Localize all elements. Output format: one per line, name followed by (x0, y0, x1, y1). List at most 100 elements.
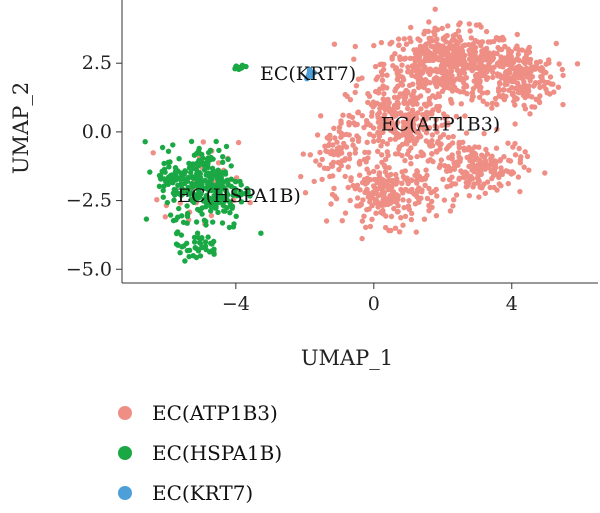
data-point-series-0 (415, 36, 421, 42)
data-point-series-0 (402, 213, 409, 220)
data-point-series-0 (451, 197, 457, 203)
data-point-series-0 (370, 191, 376, 197)
data-point-series-0 (468, 66, 475, 72)
data-point-series-1 (225, 156, 231, 162)
data-point-series-0 (452, 37, 458, 44)
data-point-series-0 (443, 80, 449, 86)
data-point-series-0 (469, 97, 475, 103)
data-point-series-0 (314, 132, 321, 138)
data-point-series-0 (408, 161, 414, 167)
data-point-series-0 (424, 195, 431, 202)
data-point-series-0 (405, 203, 412, 209)
data-point-series-1 (208, 175, 214, 181)
data-point-series-0 (469, 159, 476, 166)
data-point-series-1 (208, 187, 215, 194)
data-point-series-0 (361, 124, 367, 131)
data-point-series-0 (414, 189, 420, 195)
data-point-series-0 (338, 120, 344, 126)
data-point-series-0 (426, 35, 432, 41)
data-point-series-0 (434, 149, 440, 155)
data-point-series-1 (197, 253, 204, 259)
data-point-series-0 (434, 36, 440, 42)
data-point-series-0 (467, 177, 473, 183)
data-point-series-1 (209, 241, 215, 247)
data-point-series-0 (377, 105, 383, 112)
data-point-series-0 (461, 70, 468, 76)
data-point-series-0 (469, 167, 475, 173)
legend-label-atp1b3: EC(ATP1B3) (152, 401, 278, 425)
data-point-series-1 (186, 247, 193, 253)
data-point-series-0 (325, 142, 332, 149)
data-point-series-0 (556, 61, 562, 67)
data-point-series-1 (205, 170, 212, 176)
data-point-series-0 (351, 56, 357, 62)
data-point-series-1 (233, 213, 239, 219)
data-point-series-1 (195, 248, 202, 254)
data-point-series-0 (352, 150, 358, 156)
data-point-series-0 (463, 75, 470, 81)
data-point-series-0 (434, 129, 440, 135)
data-point-series-0 (501, 154, 507, 160)
data-point-series-0 (458, 46, 464, 52)
data-point-series-0 (514, 43, 520, 49)
data-point-series-0 (367, 223, 374, 230)
data-point-series-0 (479, 48, 485, 54)
data-point-series-0 (215, 160, 222, 166)
data-point-series-0 (493, 145, 500, 151)
data-point-series-0 (435, 48, 441, 54)
data-point-series-0 (307, 152, 313, 158)
data-point-series-0 (426, 202, 432, 209)
data-point-series-0 (439, 88, 446, 95)
data-point-series-0 (347, 97, 354, 103)
data-point-series-0 (463, 130, 470, 136)
data-point-series-0 (458, 168, 464, 174)
data-point-series-0 (437, 162, 444, 168)
data-point-series-0 (483, 28, 490, 35)
data-point-series-0 (494, 71, 501, 77)
data-point-series-0 (409, 122, 416, 129)
data-point-series-0 (392, 130, 398, 136)
data-point-series-0 (414, 153, 420, 160)
data-point-series-0 (484, 101, 490, 107)
data-point-series-0 (396, 42, 402, 48)
data-point-series-0 (432, 6, 438, 12)
data-point-series-0 (426, 185, 432, 192)
data-point-series-0 (433, 186, 439, 193)
data-point-series-0 (342, 210, 349, 216)
data-point-series-1 (185, 174, 192, 181)
data-point-series-0 (334, 139, 340, 145)
data-point-series-0 (539, 76, 545, 82)
data-point-series-0 (375, 130, 381, 136)
data-point-series-0 (338, 163, 344, 169)
data-point-series-0 (497, 170, 504, 176)
data-point-series-0 (331, 125, 337, 131)
data-point-series-1 (191, 234, 198, 241)
data-point-series-0 (400, 222, 406, 228)
data-point-series-0 (450, 181, 456, 187)
data-point-series-1 (243, 63, 249, 70)
data-point-series-0 (487, 184, 493, 191)
data-point-series-0 (520, 58, 527, 65)
data-point-series-0 (534, 60, 540, 66)
data-point-series-1 (184, 240, 190, 246)
data-point-series-0 (440, 60, 446, 66)
data-point-series-0 (379, 159, 385, 165)
data-point-series-0 (375, 90, 382, 96)
data-point-series-0 (512, 121, 518, 127)
data-point-series-0 (485, 162, 491, 168)
data-point-series-0 (338, 134, 344, 140)
data-point-series-1 (156, 183, 163, 189)
data-point-series-1 (245, 188, 251, 195)
data-point-series-1 (157, 172, 164, 178)
data-point-series-0 (354, 121, 360, 128)
data-point-series-0 (346, 112, 352, 119)
data-point-series-1 (191, 239, 198, 245)
data-point-series-0 (550, 81, 556, 87)
data-point-series-0 (317, 162, 323, 168)
data-point-series-0 (177, 200, 183, 206)
data-point-series-0 (300, 151, 306, 157)
data-point-series-0 (456, 144, 462, 151)
data-point-series-0 (472, 37, 479, 44)
data-point-series-0 (436, 80, 442, 87)
data-point-series-0 (313, 158, 319, 164)
